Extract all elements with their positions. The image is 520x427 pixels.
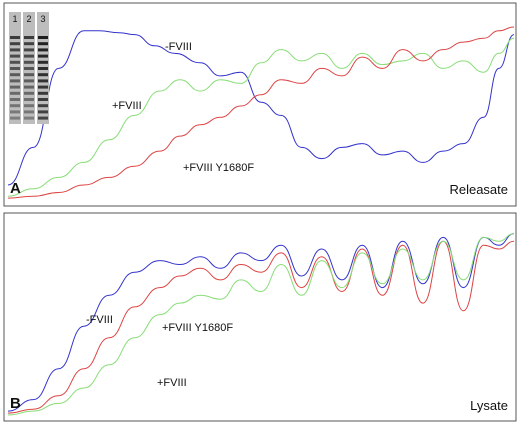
gel-band bbox=[10, 116, 20, 120]
gel-band bbox=[38, 36, 48, 39]
gel-band bbox=[38, 54, 48, 58]
gel-band bbox=[24, 73, 34, 77]
gel-band bbox=[38, 79, 48, 83]
gel-band bbox=[24, 110, 34, 114]
gel-band bbox=[24, 85, 34, 89]
panel-b: B Lysate -FVIII +FVIII Y1680F +FVIII bbox=[3, 212, 517, 422]
gel-band bbox=[24, 104, 34, 108]
gel-band bbox=[38, 67, 48, 70]
trace-b-series-0 bbox=[7, 233, 515, 412]
gel-lane-label: 3 bbox=[40, 14, 45, 24]
gel-band bbox=[38, 60, 48, 64]
panel-b-traces bbox=[7, 233, 515, 416]
gel-band bbox=[38, 85, 48, 89]
gel-band bbox=[38, 42, 48, 46]
gel-band bbox=[38, 98, 48, 101]
gel-band bbox=[10, 60, 20, 64]
gel-band bbox=[24, 98, 34, 101]
gel-band bbox=[24, 48, 34, 52]
trace-a-series-1 bbox=[7, 37, 515, 197]
gel-band bbox=[38, 104, 48, 108]
gel-lane-label: 2 bbox=[26, 14, 31, 24]
gel-band bbox=[10, 36, 20, 39]
gel-band bbox=[38, 116, 48, 120]
gel-band bbox=[24, 79, 34, 83]
label-a-minus-fviii: -FVIII bbox=[165, 41, 192, 53]
panel-b-title: Lysate bbox=[470, 398, 508, 413]
gel-band bbox=[24, 116, 34, 120]
gel-band bbox=[10, 42, 20, 46]
gel-band bbox=[10, 54, 20, 58]
gel-band bbox=[24, 67, 34, 70]
gel-band bbox=[10, 110, 20, 114]
label-a-plus-fviii: +FVIII bbox=[112, 100, 142, 112]
panel-a-letter: A bbox=[10, 180, 21, 197]
gel-band bbox=[10, 48, 20, 52]
label-a-y1680f: +FVIII Y1680F bbox=[183, 162, 254, 174]
gel-lane-label: 1 bbox=[12, 14, 17, 24]
trace-a-series-0 bbox=[7, 30, 515, 186]
gel-band bbox=[24, 91, 34, 95]
gel-band bbox=[38, 48, 48, 52]
gel-band bbox=[10, 91, 20, 95]
gel-band bbox=[10, 104, 20, 108]
gel-band bbox=[10, 79, 20, 83]
panel-a-traces bbox=[7, 26, 515, 199]
gel-band bbox=[38, 110, 48, 114]
gel-band bbox=[38, 73, 48, 77]
label-b-plus-fviii: +FVIII bbox=[157, 377, 187, 389]
trace-b-series-1 bbox=[7, 240, 515, 414]
label-b-minus-fviii: -FVIII bbox=[86, 314, 113, 326]
gel-band bbox=[24, 60, 34, 64]
panel-b-letter: B bbox=[10, 395, 21, 412]
panel-a-frame bbox=[3, 2, 517, 207]
gel-band bbox=[10, 85, 20, 89]
gel-band bbox=[24, 54, 34, 58]
gel-band bbox=[10, 67, 20, 70]
gel-band bbox=[38, 91, 48, 95]
trace-b-series-2 bbox=[7, 233, 515, 416]
label-b-y1680f: +FVIII Y1680F bbox=[162, 322, 233, 334]
gel-band bbox=[10, 73, 20, 77]
gel-band bbox=[10, 98, 20, 101]
gel-band bbox=[24, 42, 34, 46]
trace-a-series-2 bbox=[7, 26, 515, 199]
panel-a-title: Releasate bbox=[449, 182, 508, 197]
gel-band bbox=[24, 36, 34, 39]
